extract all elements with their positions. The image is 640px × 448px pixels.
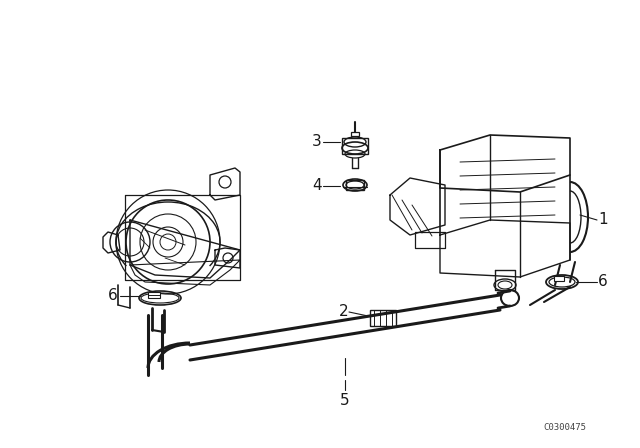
Bar	[148, 292, 160, 298]
Text: 4: 4	[312, 178, 322, 194]
Text: 3: 3	[312, 134, 322, 150]
Text: 6: 6	[598, 275, 608, 289]
Text: 2: 2	[339, 305, 348, 319]
Bar	[370, 310, 396, 326]
Bar	[554, 276, 564, 281]
Bar	[351, 132, 359, 136]
Bar	[346, 180, 364, 190]
Text: 6: 6	[108, 289, 118, 303]
Text: C0300475: C0300475	[543, 423, 586, 432]
Bar	[342, 138, 368, 154]
Text: 5: 5	[340, 393, 350, 408]
Text: 1: 1	[598, 212, 607, 228]
